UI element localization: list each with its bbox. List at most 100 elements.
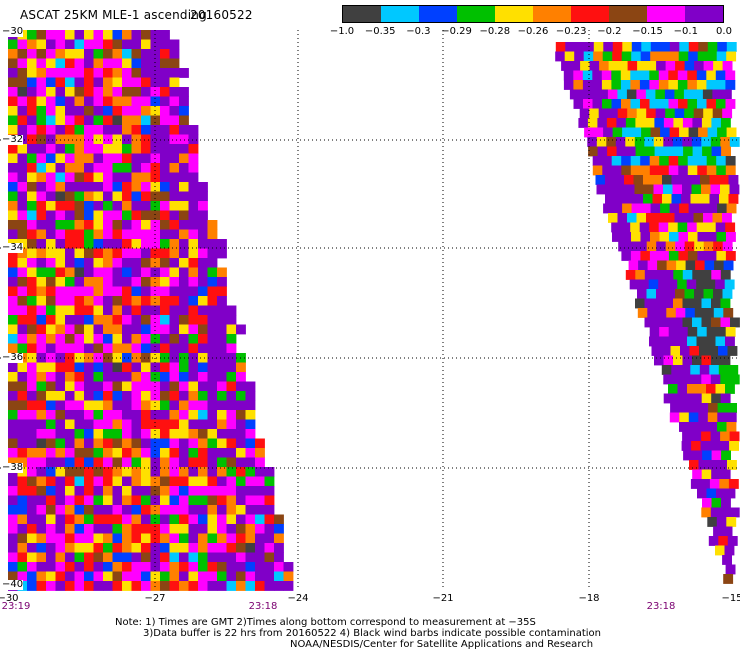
swath-cell (27, 505, 37, 515)
swath-cell (122, 448, 132, 458)
swath-cell (131, 448, 142, 458)
swath-cell (217, 429, 227, 439)
swath-cell (627, 241, 638, 252)
swath-time-label: 23:18 (646, 601, 676, 612)
swath-cell (131, 457, 142, 468)
swath-cell (27, 571, 37, 582)
swath-cell (17, 419, 28, 430)
swath-cell (255, 533, 265, 544)
x-tick-label: −15 (721, 593, 740, 604)
swath-cell (658, 80, 669, 90)
swath-cell (720, 184, 730, 195)
swath-cell (131, 514, 142, 525)
swath-cell (198, 552, 208, 563)
swath-cell (715, 384, 726, 394)
swath-cell (74, 486, 85, 496)
swath-cell (702, 450, 712, 461)
swath-cell (592, 70, 603, 81)
swath-cell (708, 403, 718, 413)
swath-cell (112, 562, 123, 572)
swath-cell (681, 194, 691, 204)
swath-cell (716, 165, 727, 176)
swath-cell (717, 422, 727, 432)
swath-cell (65, 49, 75, 59)
swath-cell (74, 419, 85, 430)
swath-cell (160, 172, 170, 183)
swath-cell (74, 381, 85, 392)
swath-cell (17, 220, 28, 230)
swath-cell (188, 153, 199, 164)
x-tick-label: −18 (578, 593, 600, 604)
swath-cell (198, 286, 208, 297)
swath-cell (93, 505, 104, 515)
swath-cell (207, 372, 218, 382)
swath-cell (611, 70, 622, 81)
swath-cell (141, 286, 151, 297)
swath-cell (131, 286, 142, 297)
swath-cell (686, 279, 697, 290)
swath-cell (656, 289, 666, 299)
swath-cell (236, 324, 246, 335)
swath-cell (236, 381, 246, 392)
swath-cell (27, 182, 37, 192)
swath-cell (46, 457, 56, 468)
swath-cell (150, 125, 161, 135)
swath-cell (701, 118, 712, 128)
swath-cell (701, 137, 712, 147)
swath-cell (701, 393, 712, 404)
swath-cell (150, 191, 161, 202)
swath-cell (179, 115, 189, 126)
swath-cell (198, 343, 208, 354)
swath-cell (711, 498, 722, 508)
swath-cell (8, 115, 18, 126)
swath-cell (255, 438, 265, 449)
swath-cell (644, 298, 655, 309)
swath-cell (682, 298, 693, 309)
swath-cell (84, 163, 94, 173)
colorbar-segment (343, 6, 381, 22)
swath-cell (683, 146, 693, 157)
swath-cell (55, 581, 66, 591)
swath-cell (720, 393, 731, 404)
swath-cell (150, 343, 161, 354)
swath-cell (46, 486, 56, 496)
swath-cell (112, 581, 123, 591)
swath-cell (264, 533, 275, 544)
swath-cell (27, 286, 37, 297)
swath-cell (55, 362, 66, 373)
swath-cell (690, 194, 701, 204)
swath-cell (617, 89, 628, 100)
swath-cell (103, 182, 113, 192)
swath-cell (122, 201, 132, 211)
swath-cell (668, 251, 679, 261)
swath-cell (55, 419, 66, 430)
swath-cell (36, 505, 47, 515)
swath-cell (103, 134, 113, 145)
swath-cell (103, 239, 113, 249)
swath-cell (573, 70, 584, 81)
swath-cell (726, 51, 737, 62)
swath-cell (93, 239, 104, 249)
swath-cell (17, 410, 28, 420)
swath-cell (627, 213, 637, 223)
swath-cell (660, 127, 670, 138)
swath-cell (603, 42, 614, 52)
swath-cell (27, 495, 37, 506)
swath-cell (643, 175, 653, 185)
swath-cell (701, 184, 711, 195)
swath-cell (616, 118, 627, 128)
swath-cell (217, 467, 227, 477)
swath-cell (217, 505, 227, 515)
swath-cell (103, 400, 113, 411)
swath-cell (65, 87, 75, 97)
swath-cell (17, 77, 28, 88)
swath-cell (93, 296, 104, 306)
swath-cell (658, 336, 669, 347)
swath-cell (74, 476, 85, 487)
swath-cell (17, 543, 28, 553)
swath-cell (46, 524, 56, 534)
swath-cell (160, 410, 170, 420)
swath-cell (17, 296, 28, 306)
swath-cell (122, 68, 132, 78)
swath-cell (226, 419, 237, 430)
